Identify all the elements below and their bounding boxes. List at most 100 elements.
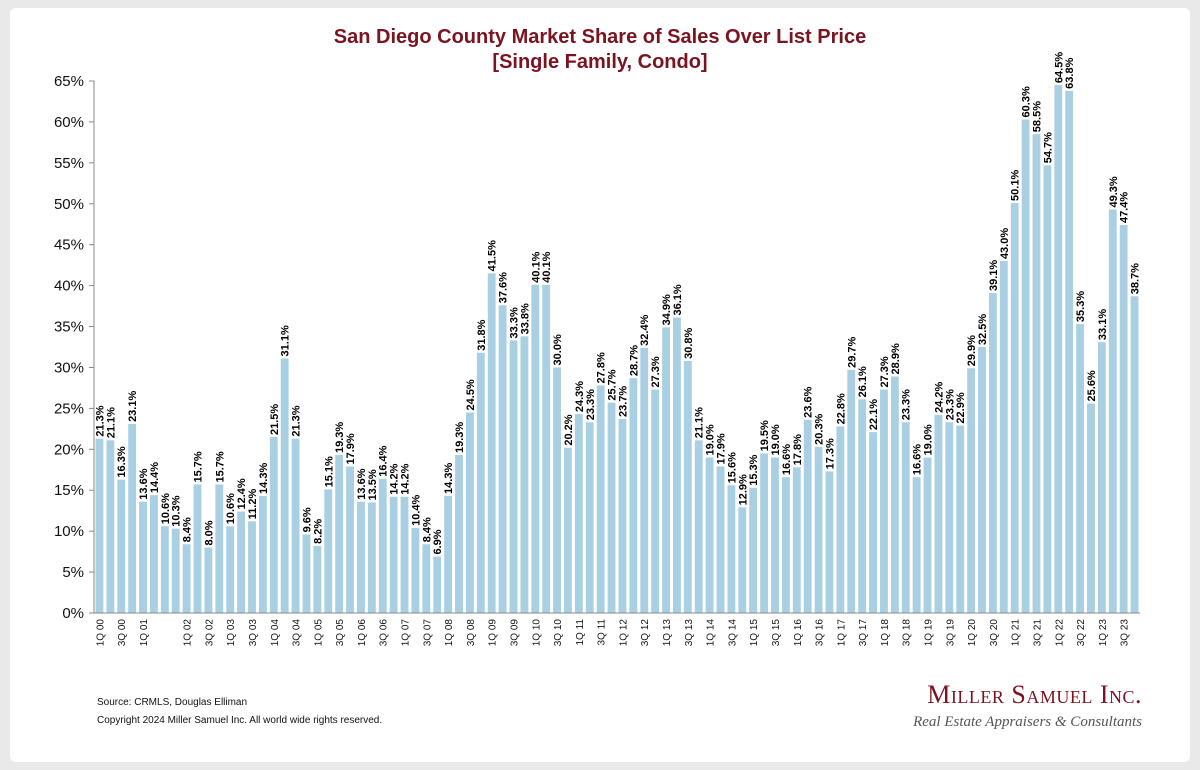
bar bbox=[226, 526, 235, 613]
value-label: 26.1% bbox=[857, 366, 869, 397]
x-tick-label: 1Q 09 bbox=[488, 619, 499, 647]
value-label: 15.7% bbox=[193, 451, 205, 482]
bar bbox=[237, 511, 246, 613]
x-tick-label: 1Q 20 bbox=[967, 619, 978, 647]
x-tick-label: 3Q 22 bbox=[1076, 619, 1087, 647]
y-tick-label: 60% bbox=[54, 114, 84, 131]
value-label: 9.6% bbox=[301, 507, 313, 532]
value-label: 15.3% bbox=[748, 454, 760, 485]
value-label: 15.6% bbox=[726, 452, 738, 483]
source-note: Source: CRMLS, Douglas Elliman bbox=[97, 697, 248, 708]
bar bbox=[574, 414, 583, 613]
bar bbox=[662, 327, 670, 613]
bar bbox=[760, 453, 769, 613]
bar bbox=[749, 487, 758, 613]
bar bbox=[444, 495, 453, 613]
value-label: 13.5% bbox=[367, 469, 379, 500]
bar bbox=[487, 273, 496, 613]
bar bbox=[781, 477, 790, 613]
brand-tagline: Real Estate Appraisers & Consultants bbox=[913, 714, 1142, 730]
x-tick-label: 1Q 14 bbox=[706, 619, 717, 647]
x-tick-label: 1Q 21 bbox=[1011, 619, 1022, 647]
bar bbox=[280, 358, 289, 613]
x-tick-label: 3Q 07 bbox=[422, 619, 433, 647]
value-label: 31.1% bbox=[280, 325, 292, 356]
bar bbox=[171, 528, 180, 613]
x-tick-label: 3Q 16 bbox=[815, 619, 826, 647]
bar bbox=[890, 376, 899, 613]
value-label: 6.9% bbox=[432, 529, 444, 554]
bar bbox=[313, 545, 322, 613]
value-label: 47.4% bbox=[1119, 192, 1131, 223]
value-label: 14.3% bbox=[443, 463, 455, 494]
value-label: 8.2% bbox=[312, 519, 324, 544]
value-label: 17.9% bbox=[345, 433, 357, 464]
x-tick-label: 1Q 18 bbox=[880, 619, 891, 647]
value-label: 43.0% bbox=[999, 228, 1011, 259]
value-label: 23.7% bbox=[617, 386, 629, 417]
brand-logo: Miller Samuel Inc. Real Estate Appraiser… bbox=[913, 680, 1142, 731]
value-label: 19.3% bbox=[334, 422, 346, 453]
y-tick-label: 25% bbox=[54, 400, 84, 417]
value-label: 31.8% bbox=[476, 319, 488, 350]
bar bbox=[880, 389, 888, 613]
bar bbox=[531, 284, 540, 613]
bar bbox=[346, 466, 354, 613]
y-tick-label: 0% bbox=[62, 605, 84, 622]
value-label: 34.9% bbox=[661, 294, 673, 325]
x-tick-label: 1Q 02 bbox=[183, 619, 194, 647]
bar bbox=[95, 438, 104, 613]
value-label: 10.4% bbox=[410, 494, 422, 525]
bar bbox=[683, 360, 692, 613]
bar bbox=[248, 521, 256, 613]
x-tick-label: 3Q 13 bbox=[684, 619, 695, 647]
value-label: 29.7% bbox=[846, 337, 858, 368]
bar bbox=[204, 547, 213, 613]
bar bbox=[738, 507, 747, 613]
bar bbox=[411, 527, 420, 613]
value-label: 23.3% bbox=[901, 389, 913, 420]
bar bbox=[607, 402, 616, 613]
bar bbox=[465, 412, 474, 613]
x-tick-label: 3Q 04 bbox=[292, 619, 303, 647]
value-label: 36.1% bbox=[672, 284, 684, 315]
x-tick-label: 3Q 19 bbox=[945, 619, 956, 647]
bar bbox=[269, 437, 278, 613]
chart-title: San Diego County Market Share of Sales O… bbox=[333, 26, 867, 48]
bar bbox=[1032, 134, 1041, 613]
bar bbox=[150, 495, 158, 613]
x-tick-label: 3Q 20 bbox=[989, 619, 1000, 647]
bar bbox=[988, 292, 997, 613]
bar bbox=[673, 317, 681, 613]
value-label: 38.7% bbox=[1130, 263, 1142, 294]
y-tick-label: 65% bbox=[54, 73, 84, 90]
value-label: 16.3% bbox=[116, 446, 128, 477]
value-label: 27.8% bbox=[596, 352, 608, 383]
value-label: 24.5% bbox=[465, 379, 477, 410]
x-tick-label: 1Q 03 bbox=[226, 619, 237, 647]
value-label: 15.1% bbox=[323, 456, 335, 487]
bar bbox=[967, 368, 976, 613]
x-tick-label: 1Q 07 bbox=[401, 619, 412, 647]
value-label: 21.1% bbox=[694, 407, 706, 438]
bar bbox=[923, 457, 932, 613]
bar bbox=[814, 446, 823, 613]
bar bbox=[542, 284, 551, 613]
bar bbox=[1087, 403, 1095, 613]
value-label: 22.8% bbox=[835, 393, 847, 424]
bar bbox=[378, 478, 387, 613]
value-label: 28.7% bbox=[628, 345, 640, 376]
bar bbox=[117, 479, 126, 613]
bar bbox=[716, 466, 725, 613]
bar bbox=[912, 477, 921, 613]
bar bbox=[825, 471, 834, 613]
bar bbox=[836, 426, 845, 613]
bar bbox=[400, 496, 409, 613]
bar bbox=[215, 484, 224, 613]
value-label: 17.9% bbox=[716, 433, 728, 464]
value-label: 14.3% bbox=[258, 463, 270, 494]
value-label: 64.5% bbox=[1053, 52, 1065, 83]
value-label: 16.6% bbox=[781, 444, 793, 475]
bar bbox=[999, 261, 1008, 613]
value-label: 24.2% bbox=[933, 382, 945, 413]
